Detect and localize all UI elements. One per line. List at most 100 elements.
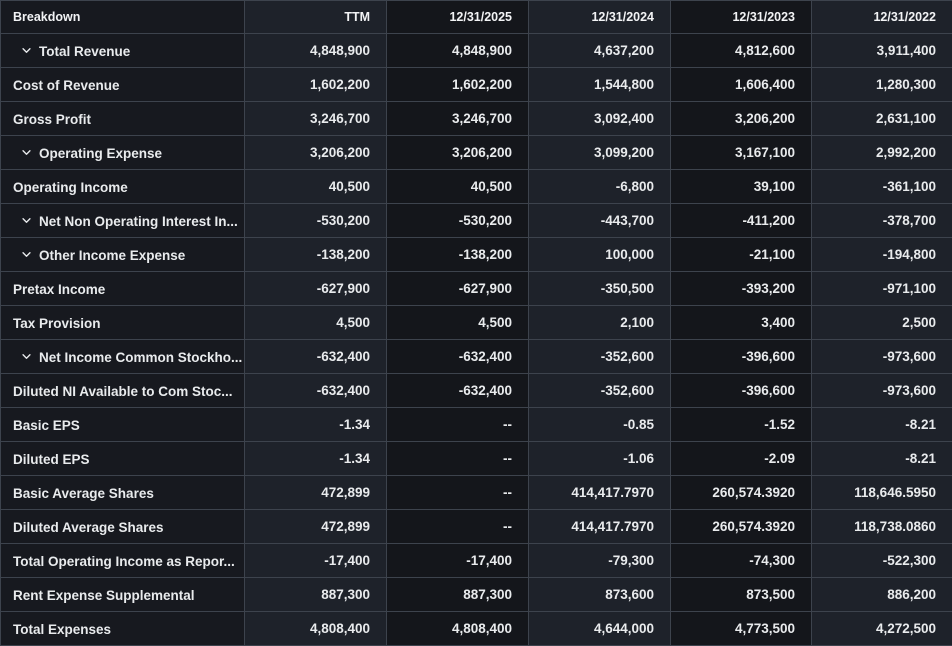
row-label-text: Pretax Income: [13, 281, 106, 297]
row-label: Diluted NI Available to Com Stoc...: [0, 373, 245, 408]
row-label: Diluted EPS: [0, 441, 245, 476]
cell-value: -632,400: [386, 339, 529, 374]
row-label-text: Total Revenue: [39, 43, 131, 59]
cell-value: 3,167,100: [670, 135, 812, 170]
table-row-net-non-operating-interest-in: Net Non Operating Interest In... -530,200…: [0, 203, 952, 238]
table-row-total-expenses: Total Expenses 4,808,400 4,808,400 4,644,00…: [0, 611, 952, 646]
row-label-text: Total Operating Income as Repor...: [13, 553, 235, 569]
row-label-text: Cost of Revenue: [13, 77, 120, 93]
row-label-text: Diluted NI Available to Com Stoc...: [13, 383, 233, 399]
cell-value: 3,206,200: [386, 135, 529, 170]
cell-value: 4,644,000: [528, 611, 671, 646]
chevron-down-icon[interactable]: [21, 215, 32, 226]
row-label: Cost of Revenue: [0, 67, 245, 102]
table-row-pretax-income: Pretax Income -627,900 -627,900 -350,500 -39…: [0, 271, 952, 306]
cell-value: -973,600: [811, 373, 952, 408]
cell-value: -396,600: [670, 373, 812, 408]
cell-value: -79,300: [528, 543, 671, 578]
cell-value: 3,400: [670, 305, 812, 340]
row-label: Operating Income: [0, 169, 245, 204]
cell-value: 3,206,200: [244, 135, 387, 170]
cell-value: -17,400: [244, 543, 387, 578]
cell-value: 3,092,400: [528, 101, 671, 136]
cell-value: -352,600: [528, 339, 671, 374]
cell-value: 4,500: [386, 305, 529, 340]
cell-value: 4,808,400: [244, 611, 387, 646]
cell-value: -8.21: [811, 441, 952, 476]
cell-value: -8.21: [811, 407, 952, 442]
cell-value: 4,773,500: [670, 611, 812, 646]
row-label-expandable[interactable]: Net Income Common Stockho...: [0, 339, 245, 374]
chevron-down-icon[interactable]: [21, 351, 32, 362]
cell-value: 1,544,800: [528, 67, 671, 102]
table-row-rent-expense-supplemental: Rent Expense Supplemental 887,300 887,300 8…: [0, 577, 952, 612]
cell-value: 4,848,900: [386, 33, 529, 68]
row-label-text: Net Non Operating Interest In...: [39, 213, 238, 229]
cell-value: -1.34: [244, 407, 387, 442]
cell-value: 1,602,200: [386, 67, 529, 102]
column-header-breakdown: Breakdown: [0, 0, 245, 34]
cell-value: -522,300: [811, 543, 952, 578]
cell-value: -530,200: [244, 203, 387, 238]
row-label-expandable[interactable]: Other Income Expense: [0, 237, 245, 272]
cell-value: 1,280,300: [811, 67, 952, 102]
cell-value: -194,800: [811, 237, 952, 272]
cell-value: --: [386, 407, 529, 442]
cell-value: -1.34: [244, 441, 387, 476]
row-label-text: Diluted EPS: [13, 451, 90, 467]
cell-value: 40,500: [244, 169, 387, 204]
cell-value: -352,600: [528, 373, 671, 408]
cell-value: -17,400: [386, 543, 529, 578]
cell-value: -21,100: [670, 237, 812, 272]
cell-value: 472,899: [244, 509, 387, 544]
row-label-expandable[interactable]: Operating Expense: [0, 135, 245, 170]
cell-value: -0.85: [528, 407, 671, 442]
cell-value: --: [386, 509, 529, 544]
cell-value: -393,200: [670, 271, 812, 306]
cell-value: -378,700: [811, 203, 952, 238]
table-row-total-revenue: Total Revenue 4,848,900 4,848,900 4,637,200…: [0, 33, 952, 68]
row-label-expandable[interactable]: Total Revenue: [0, 33, 245, 68]
cell-value: -971,100: [811, 271, 952, 306]
cell-value: 1,602,200: [244, 67, 387, 102]
cell-value: 887,300: [244, 577, 387, 612]
cell-value: 4,812,600: [670, 33, 812, 68]
row-label: Rent Expense Supplemental: [0, 577, 245, 612]
cell-value: 1,606,400: [670, 67, 812, 102]
cell-value: 4,272,500: [811, 611, 952, 646]
table-row-diluted-ni-available-to-com-stoc: Diluted NI Available to Com Stoc... -632,…: [0, 373, 952, 408]
table-row-total-operating-income-as-repor: Total Operating Income as Repor... -17,40…: [0, 543, 952, 578]
cell-value: -74,300: [670, 543, 812, 578]
row-label-expandable[interactable]: Net Non Operating Interest In...: [0, 203, 245, 238]
row-label-text: Diluted Average Shares: [13, 519, 164, 535]
cell-value: 4,500: [244, 305, 387, 340]
column-header-12-31-2023: 12/31/2023: [670, 0, 812, 34]
row-label-text: Basic EPS: [13, 417, 80, 433]
cell-value: 39,100: [670, 169, 812, 204]
row-label-text: Total Expenses: [13, 621, 112, 637]
cell-value: 260,574.3920: [670, 509, 812, 544]
cell-value: -138,200: [244, 237, 387, 272]
cell-value: 414,417.7970: [528, 475, 671, 510]
cell-value: 887,300: [386, 577, 529, 612]
cell-value: 100,000: [528, 237, 671, 272]
cell-value: -1.06: [528, 441, 671, 476]
row-label: Tax Provision: [0, 305, 245, 340]
chevron-down-icon[interactable]: [21, 147, 32, 158]
column-header-ttm: TTM: [244, 0, 387, 34]
cell-value: -973,600: [811, 339, 952, 374]
cell-value: -138,200: [386, 237, 529, 272]
row-label-text: Rent Expense Supplemental: [13, 587, 195, 603]
row-label: Basic EPS: [0, 407, 245, 442]
cell-value: -632,400: [386, 373, 529, 408]
chevron-down-icon[interactable]: [21, 249, 32, 260]
chevron-down-icon[interactable]: [21, 45, 32, 56]
table-row-diluted-eps: Diluted EPS -1.34 -- -1.06 -2.09 -8.21: [0, 441, 952, 476]
cell-value: -443,700: [528, 203, 671, 238]
cell-value: 886,200: [811, 577, 952, 612]
cell-value: -411,200: [670, 203, 812, 238]
table-row-gross-profit: Gross Profit 3,246,700 3,246,700 3,092,400 3…: [0, 101, 952, 136]
row-label-text: Tax Provision: [13, 315, 101, 331]
